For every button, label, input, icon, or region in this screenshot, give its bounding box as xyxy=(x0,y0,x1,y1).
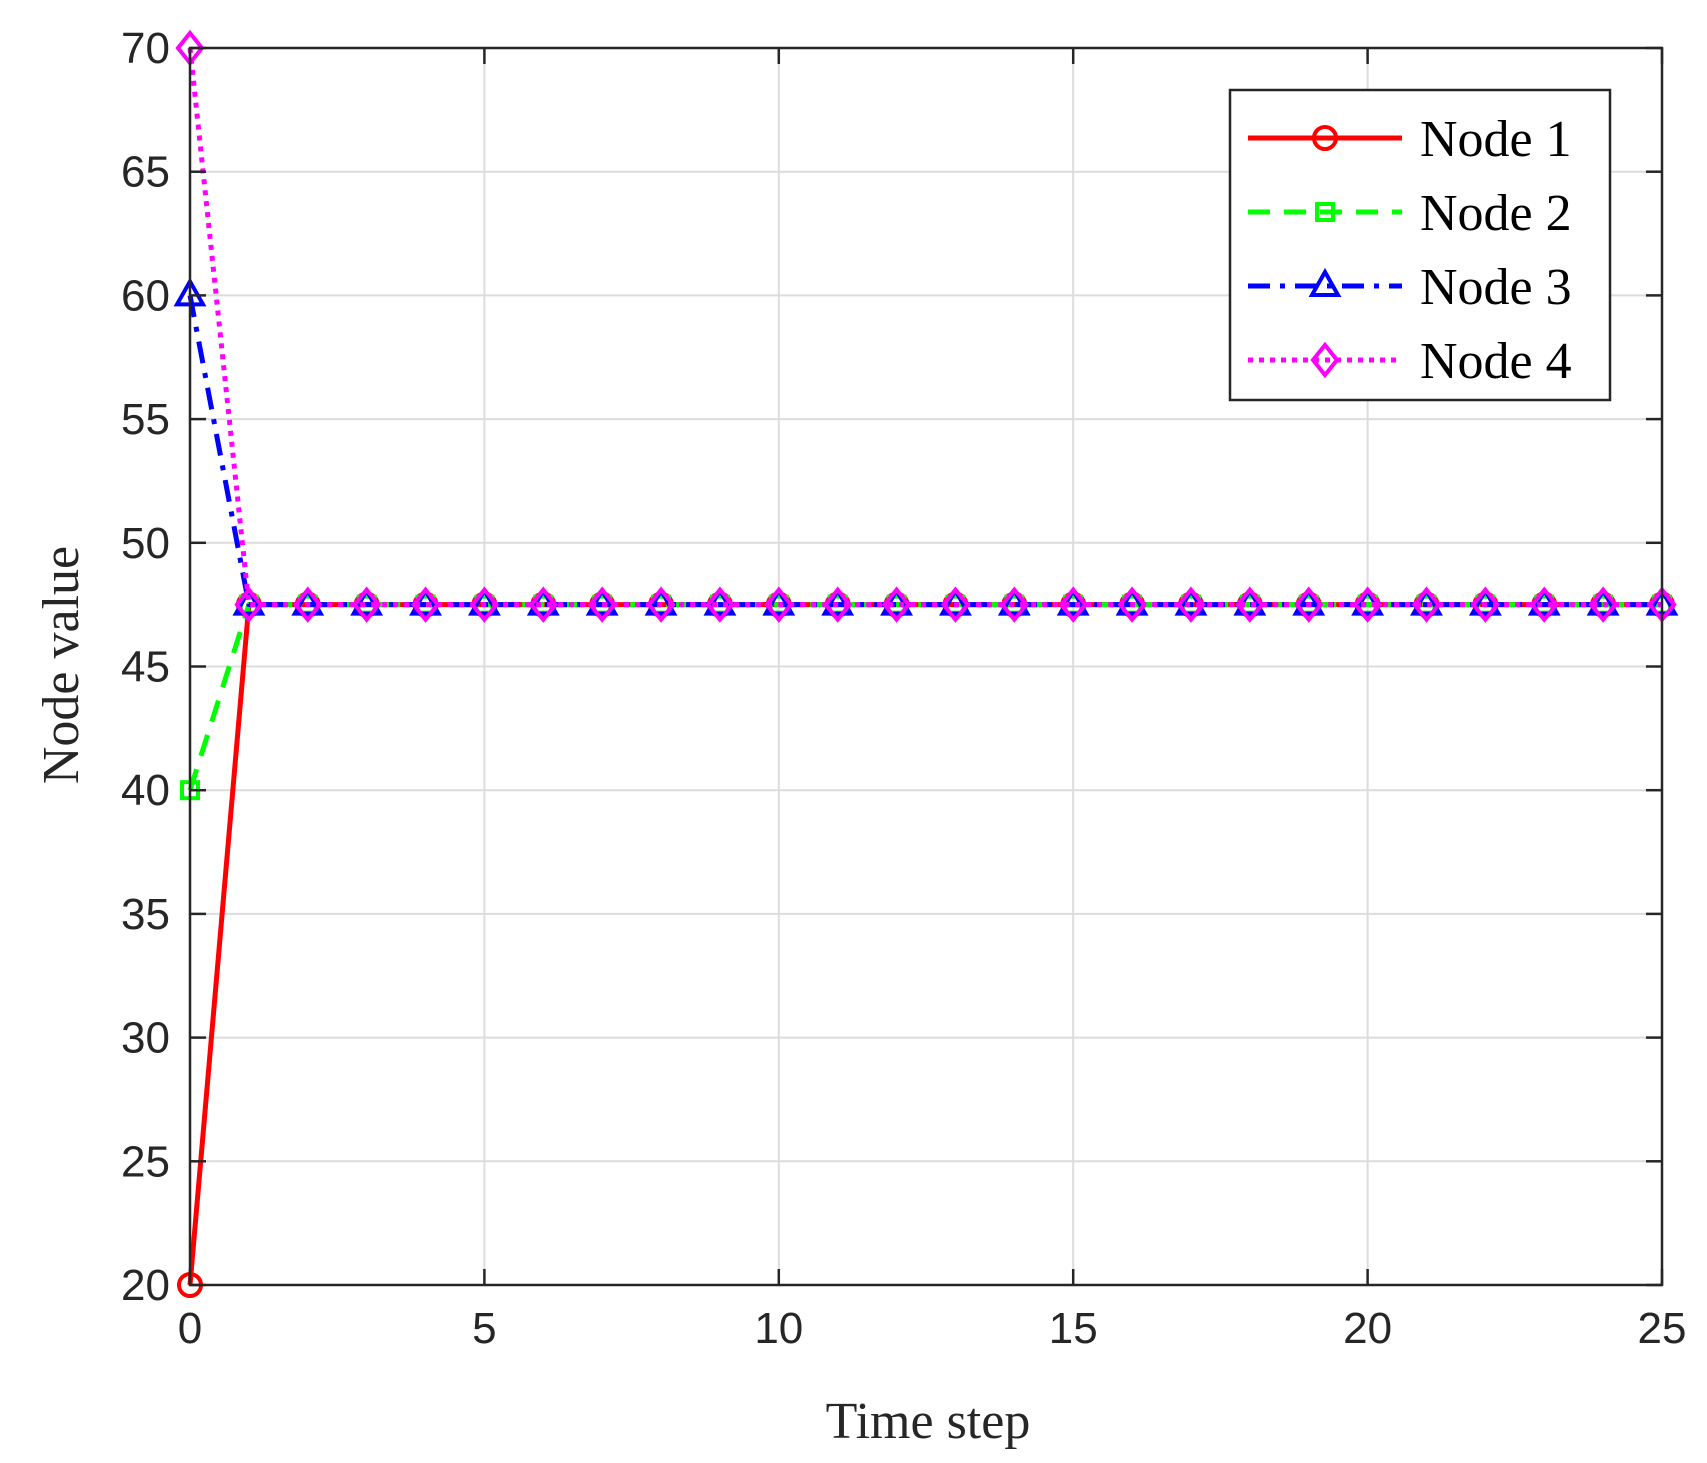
legend-label: Node 2 xyxy=(1420,185,1572,242)
triangle-marker xyxy=(467,586,501,616)
diamond-marker xyxy=(1470,586,1500,623)
x-tick-label: 10 xyxy=(754,1304,803,1353)
legend-label: Node 3 xyxy=(1420,259,1572,316)
y-tick-label: 25 xyxy=(121,1137,170,1186)
diamond-marker xyxy=(881,586,912,623)
series-layer xyxy=(173,29,1679,1298)
grid-lines xyxy=(189,47,1663,1286)
diamond-marker xyxy=(1117,586,1147,623)
x-tick-label: 20 xyxy=(1343,1304,1392,1353)
y-tick-label: 50 xyxy=(121,519,170,568)
legend-entry-node-3: Node 3 xyxy=(1248,259,1572,316)
y-tick-label: 40 xyxy=(121,766,170,815)
legend-box xyxy=(1228,88,1612,402)
diamond-marker xyxy=(1176,586,1206,623)
diamond-marker xyxy=(234,586,264,623)
diamond-marker xyxy=(1294,586,1324,623)
y-tick-label: 60 xyxy=(121,271,170,320)
x-tick-label: 25 xyxy=(1638,1304,1687,1353)
x-tick-label: 0 xyxy=(178,1304,202,1353)
axis-ticks: 0 5 10 15 20 25 20 25 30 35 40 45 50 55 60 65 70 xyxy=(121,24,1686,1353)
legend-square-marker xyxy=(1315,202,1335,222)
legend-diamond-marker xyxy=(1310,341,1340,379)
diamond-marker xyxy=(823,586,853,623)
triangle-marker xyxy=(291,586,325,616)
diamond-marker xyxy=(352,586,382,623)
triangle-marker xyxy=(762,586,796,616)
y-tick-label: 30 xyxy=(121,1014,170,1063)
x-tick-label: 5 xyxy=(472,1304,496,1353)
y-tick-label: 55 xyxy=(121,395,170,444)
legend: Node 1 Node 2 Node 3 Node 4 xyxy=(1228,88,1612,402)
triangle-marker xyxy=(232,586,266,616)
diamond-marker xyxy=(999,586,1029,623)
triangle-marker xyxy=(1468,586,1502,616)
diamond-marker xyxy=(293,586,323,623)
diamond-marker xyxy=(1588,586,1618,623)
legend-entry-node-4: Node 4 xyxy=(1248,333,1572,390)
x-axis-title: Time step xyxy=(826,1393,1031,1450)
x-tick-label: 15 xyxy=(1049,1304,1098,1353)
legend-triangle-marker xyxy=(1308,267,1342,297)
diamond-marker xyxy=(469,586,499,623)
triangle-marker xyxy=(1115,586,1149,616)
legend-entry-node-1: Node 1 xyxy=(1248,111,1572,168)
legend-label: Node 1 xyxy=(1420,111,1572,168)
diamond-marker xyxy=(410,586,441,623)
y-tick-label: 45 xyxy=(121,643,170,692)
triangle-marker xyxy=(1292,586,1326,616)
y-axis-title: Node value xyxy=(33,546,90,784)
y-tick-label: 20 xyxy=(121,1261,170,1310)
legend-entry-node-2: Node 2 xyxy=(1248,185,1572,242)
triangle-marker xyxy=(939,586,972,616)
diamond-marker xyxy=(705,586,735,623)
y-tick-label: 70 xyxy=(121,24,170,73)
diamond-marker xyxy=(1058,586,1088,623)
diamond-marker xyxy=(764,586,794,623)
diamond-marker xyxy=(646,586,676,623)
legend-label: Node 4 xyxy=(1420,333,1572,390)
y-tick-label: 65 xyxy=(121,148,170,197)
diamond-marker xyxy=(1235,586,1265,623)
triangle-marker xyxy=(644,586,678,616)
y-tick-label: 35 xyxy=(121,890,170,939)
diamond-marker xyxy=(587,586,617,623)
diamond-marker xyxy=(1411,586,1442,623)
diamond-marker xyxy=(940,586,971,623)
diamond-marker xyxy=(1529,586,1559,623)
diamond-marker xyxy=(1353,586,1383,623)
legend-circle-marker xyxy=(1312,125,1338,151)
diamond-marker xyxy=(528,586,558,623)
